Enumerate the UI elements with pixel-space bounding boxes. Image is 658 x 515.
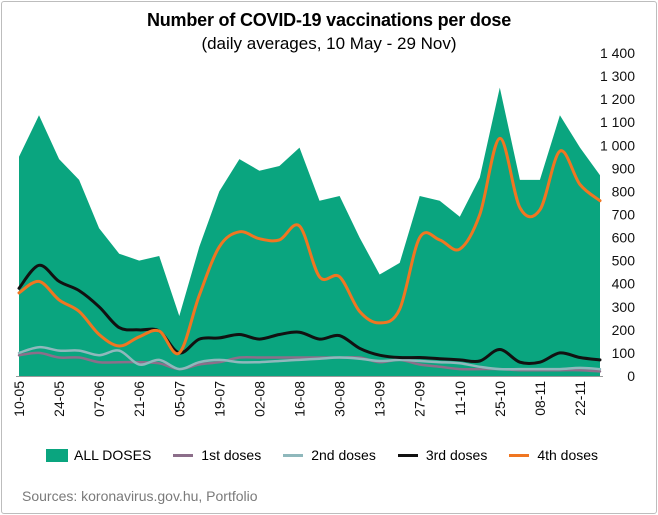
series-line-4th-doses	[17, 136, 602, 356]
x-tick-label: 19-07	[211, 381, 227, 417]
y-tick-label: 100	[612, 345, 636, 361]
y-tick-label: 1 300	[600, 68, 635, 84]
x-tick-label: 24-05	[51, 381, 67, 417]
x-tick-label: 02-08	[251, 381, 267, 417]
x-tick-label: 25-10	[492, 381, 508, 417]
legend-item-3rd-doses: 3rd doses	[397, 447, 488, 463]
x-tick-label: 05-07	[171, 381, 187, 417]
x-tick-label: 16-08	[291, 381, 307, 417]
x-tick-label: 07-06	[91, 381, 107, 417]
x-tick-label: 10-05	[11, 381, 27, 417]
y-tick-label: 0	[627, 368, 635, 384]
chart-subtitle: (daily averages, 10 May - 29 Nov)	[201, 34, 457, 53]
y-tick-label: 1 200	[600, 91, 635, 107]
legend-item-2nd-doses: 2nd doses	[283, 447, 376, 463]
legend-swatch	[509, 453, 530, 457]
x-tick-label: 21-06	[131, 381, 147, 417]
legend-item-1st-doses: 1st doses	[173, 447, 261, 463]
x-tick-label: 08-11	[532, 381, 548, 416]
legend-label: 2nd doses	[311, 447, 376, 463]
y-tick-label: 900	[612, 160, 636, 176]
legend-label: 1st doses	[201, 447, 262, 463]
y-tick-label: 1 400	[600, 45, 635, 61]
x-tick-label: 30-08	[332, 381, 348, 417]
y-tick-label: 500	[612, 253, 636, 269]
legend-item-4th-doses: 4th doses	[509, 447, 598, 463]
chart-source: Sources: koronavirus.gov.hu, Portfolio	[22, 488, 258, 504]
series-line-2nd-doses	[17, 345, 602, 371]
x-tick-label: 27-09	[412, 381, 428, 417]
y-tick-label: 1 000	[600, 137, 635, 153]
series-area-all-doses	[19, 87, 600, 376]
x-tick-label: 11-10	[452, 381, 468, 416]
y-tick-label: 800	[612, 183, 636, 199]
x-tick-label: 13-09	[372, 381, 388, 417]
y-tick-label: 400	[612, 276, 636, 292]
y-tick-label: 600	[612, 230, 636, 246]
chart-title: Number of COVID-19 vaccinations per dose	[146, 10, 512, 30]
chart-legend: ALL DOSES 1st doses 2nd doses 3rd doses 4th …	[46, 445, 620, 465]
series-line-3rd-doses	[17, 263, 602, 366]
y-tick-label: 300	[612, 299, 636, 315]
legend-swatch	[173, 453, 194, 457]
y-tick-label: 200	[612, 322, 636, 338]
y-tick-label: 1 100	[600, 114, 635, 130]
legend-swatch	[46, 448, 68, 462]
legend-item-all-doses: ALL DOSES	[46, 447, 151, 463]
legend-swatch	[397, 453, 418, 457]
y-tick-label: 700	[612, 207, 636, 223]
legend-label: ALL DOSES	[74, 447, 152, 463]
chart-plot: 0 100 200 300 400 500 600 700 800 900 1 000 1 100 1 …	[11, 45, 636, 417]
legend-swatch	[283, 453, 304, 457]
legend-label: 4th doses	[537, 447, 599, 463]
x-tick-label: 22-11	[572, 381, 588, 416]
legend-label: 3rd doses	[425, 447, 488, 463]
